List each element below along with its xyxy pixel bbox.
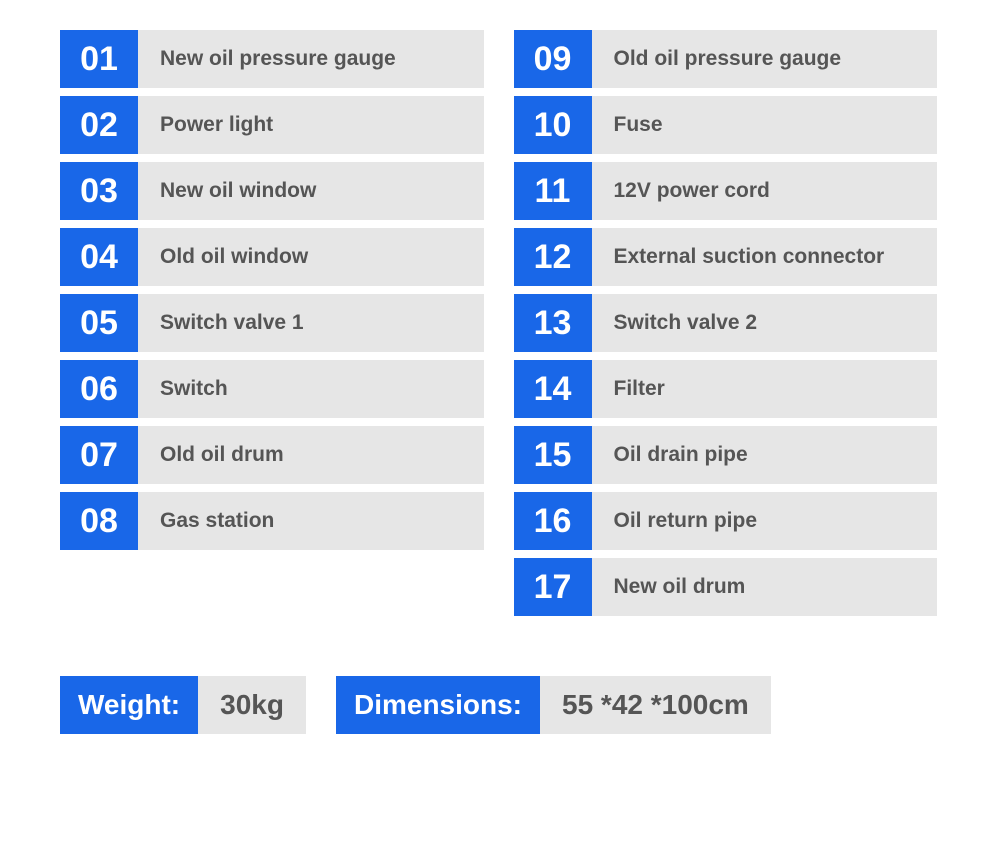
num-badge: 02 (60, 96, 138, 154)
item-label: New oil pressure gauge (138, 30, 484, 88)
dimensions-value: 55 *42 *100cm (540, 676, 771, 734)
weight-value: 30kg (198, 676, 306, 734)
num-badge: 14 (514, 360, 592, 418)
item-label: Switch (138, 360, 484, 418)
num-badge: 17 (514, 558, 592, 616)
list-item: 10 Fuse (514, 96, 938, 154)
item-label: Old oil window (138, 228, 484, 286)
item-label: New oil drum (592, 558, 938, 616)
num-badge: 09 (514, 30, 592, 88)
list-item: 08 Gas station (60, 492, 484, 550)
weight-spec: Weight: 30kg (60, 676, 306, 734)
num-badge: 08 (60, 492, 138, 550)
list-item: 06 Switch (60, 360, 484, 418)
item-label: Switch valve 1 (138, 294, 484, 352)
list-item: 11 12V power cord (514, 162, 938, 220)
item-label: Old oil drum (138, 426, 484, 484)
num-badge: 16 (514, 492, 592, 550)
list-item: 09 Old oil pressure gauge (514, 30, 938, 88)
left-column: 01 New oil pressure gauge 02 Power light… (60, 30, 484, 616)
dimensions-label: Dimensions: (336, 676, 540, 734)
num-badge: 11 (514, 162, 592, 220)
item-label: Oil return pipe (592, 492, 938, 550)
list-item: 15 Oil drain pipe (514, 426, 938, 484)
num-badge: 05 (60, 294, 138, 352)
item-label: Oil drain pipe (592, 426, 938, 484)
num-badge: 04 (60, 228, 138, 286)
item-label: Old oil pressure gauge (592, 30, 938, 88)
num-badge: 07 (60, 426, 138, 484)
item-label: External suction connector (592, 228, 938, 286)
item-label: Gas station (138, 492, 484, 550)
right-column: 09 Old oil pressure gauge 10 Fuse 11 12V… (514, 30, 938, 616)
item-label: 12V power cord (592, 162, 938, 220)
list-item: 17 New oil drum (514, 558, 938, 616)
num-badge: 03 (60, 162, 138, 220)
list-item: 12 External suction connector (514, 228, 938, 286)
num-badge: 15 (514, 426, 592, 484)
list-item: 13 Switch valve 2 (514, 294, 938, 352)
list-item: 02 Power light (60, 96, 484, 154)
item-label: Fuse (592, 96, 938, 154)
num-badge: 12 (514, 228, 592, 286)
list-item: 07 Old oil drum (60, 426, 484, 484)
item-label: Switch valve 2 (592, 294, 938, 352)
num-badge: 01 (60, 30, 138, 88)
num-badge: 06 (60, 360, 138, 418)
list-item: 04 Old oil window (60, 228, 484, 286)
columns-container: 01 New oil pressure gauge 02 Power light… (60, 30, 937, 616)
num-badge: 13 (514, 294, 592, 352)
specs-row: Weight: 30kg Dimensions: 55 *42 *100cm (60, 676, 937, 734)
num-badge: 10 (514, 96, 592, 154)
list-item: 03 New oil window (60, 162, 484, 220)
list-item: 01 New oil pressure gauge (60, 30, 484, 88)
list-item: 16 Oil return pipe (514, 492, 938, 550)
dimensions-spec: Dimensions: 55 *42 *100cm (336, 676, 771, 734)
item-label: New oil window (138, 162, 484, 220)
item-label: Filter (592, 360, 938, 418)
weight-label: Weight: (60, 676, 198, 734)
list-item: 14 Filter (514, 360, 938, 418)
list-item: 05 Switch valve 1 (60, 294, 484, 352)
item-label: Power light (138, 96, 484, 154)
